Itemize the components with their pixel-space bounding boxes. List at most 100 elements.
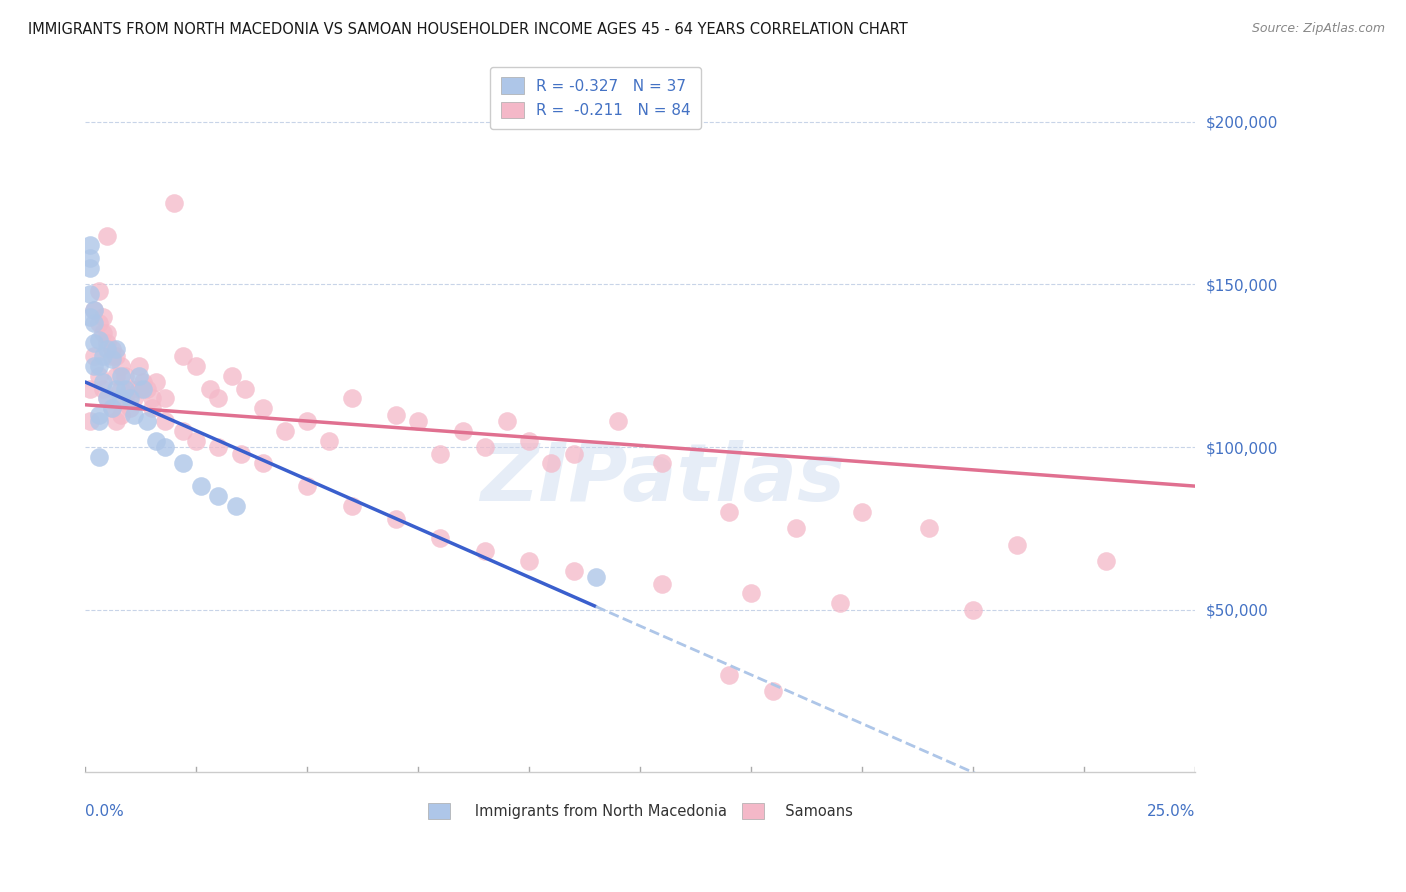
Text: 0.0%: 0.0%	[86, 804, 124, 819]
Point	[828, 596, 851, 610]
Point	[136, 414, 159, 428]
Point	[297, 414, 319, 428]
Point	[318, 434, 340, 448]
Point	[385, 511, 408, 525]
Point	[141, 392, 163, 406]
Point	[252, 401, 274, 415]
Point	[225, 499, 247, 513]
Point	[87, 317, 110, 331]
Point	[1095, 554, 1118, 568]
Point	[79, 238, 101, 252]
Point	[110, 408, 132, 422]
Point	[229, 447, 252, 461]
Point	[136, 382, 159, 396]
Point	[105, 414, 128, 428]
Point	[96, 392, 118, 406]
Point	[128, 368, 150, 383]
Point	[110, 359, 132, 373]
Point	[87, 414, 110, 428]
Point	[101, 401, 124, 415]
Point	[297, 479, 319, 493]
Point	[762, 684, 785, 698]
Point	[540, 456, 562, 470]
Point	[562, 447, 585, 461]
Point	[207, 392, 229, 406]
Text: ZIPatlas: ZIPatlas	[479, 440, 845, 517]
Point	[79, 261, 101, 276]
Point	[429, 447, 451, 461]
Point	[118, 382, 141, 396]
Point	[474, 544, 496, 558]
Legend:    Immigrants from North Macedonia,   Samoans: Immigrants from North Macedonia, Samoans	[422, 797, 858, 824]
Point	[87, 359, 110, 373]
Text: 25.0%: 25.0%	[1147, 804, 1195, 819]
Point	[141, 401, 163, 415]
Point	[83, 303, 105, 318]
Text: IMMIGRANTS FROM NORTH MACEDONIA VS SAMOAN HOUSEHOLDER INCOME AGES 45 - 64 YEARS : IMMIGRANTS FROM NORTH MACEDONIA VS SAMOA…	[28, 22, 908, 37]
Point	[79, 414, 101, 428]
Point	[451, 424, 474, 438]
Point	[114, 368, 136, 383]
Point	[96, 343, 118, 357]
Point	[96, 228, 118, 243]
Point	[252, 456, 274, 470]
Point	[91, 349, 114, 363]
Point	[186, 359, 208, 373]
Point	[101, 352, 124, 367]
Point	[517, 434, 540, 448]
Point	[851, 505, 873, 519]
Point	[101, 343, 124, 357]
Point	[132, 375, 155, 389]
Point	[96, 326, 118, 341]
Point	[406, 414, 429, 428]
Point	[105, 382, 128, 396]
Point	[207, 440, 229, 454]
Point	[198, 382, 221, 396]
Point	[274, 424, 297, 438]
Point	[87, 284, 110, 298]
Point	[101, 349, 124, 363]
Point	[918, 521, 941, 535]
Point	[118, 401, 141, 415]
Point	[962, 603, 984, 617]
Point	[91, 375, 114, 389]
Point	[496, 414, 519, 428]
Point	[651, 456, 673, 470]
Point	[207, 489, 229, 503]
Point	[87, 450, 110, 464]
Point	[153, 440, 176, 454]
Point	[87, 408, 110, 422]
Point	[340, 392, 363, 406]
Point	[585, 570, 607, 584]
Point	[172, 424, 194, 438]
Point	[145, 375, 167, 389]
Point	[340, 499, 363, 513]
Point	[79, 382, 101, 396]
Point	[83, 336, 105, 351]
Point	[87, 333, 110, 347]
Point	[105, 368, 128, 383]
Point	[128, 382, 150, 396]
Point	[145, 434, 167, 448]
Point	[79, 252, 101, 266]
Point	[105, 343, 128, 357]
Point	[83, 303, 105, 318]
Point	[153, 414, 176, 428]
Point	[474, 440, 496, 454]
Point	[651, 576, 673, 591]
Point	[153, 392, 176, 406]
Point	[91, 310, 114, 324]
Point	[163, 196, 186, 211]
Point	[110, 392, 132, 406]
Point	[517, 554, 540, 568]
Point	[110, 382, 132, 396]
Point	[91, 382, 114, 396]
Point	[101, 401, 124, 415]
Point	[83, 349, 105, 363]
Point	[172, 349, 194, 363]
Point	[785, 521, 807, 535]
Point	[83, 317, 105, 331]
Point	[114, 392, 136, 406]
Point	[221, 368, 243, 383]
Point	[87, 368, 110, 383]
